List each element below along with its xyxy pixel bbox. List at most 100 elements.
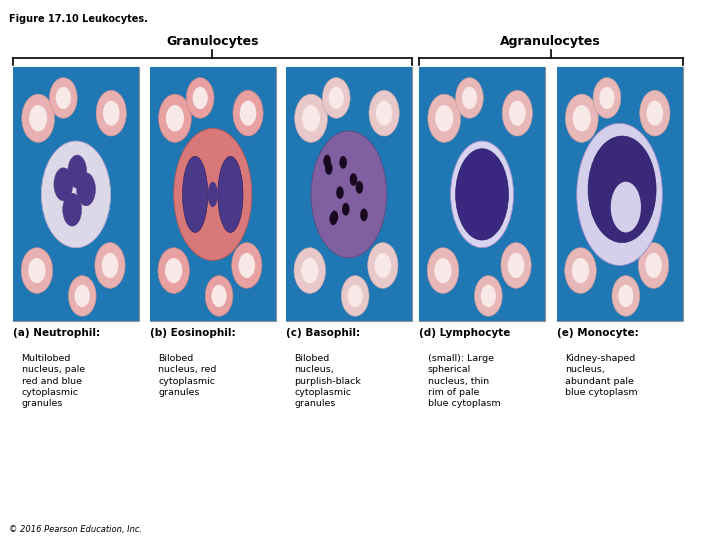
Ellipse shape — [599, 87, 615, 109]
Ellipse shape — [302, 105, 320, 132]
Ellipse shape — [376, 100, 392, 126]
Ellipse shape — [336, 186, 343, 199]
Ellipse shape — [232, 242, 262, 288]
Ellipse shape — [50, 78, 77, 118]
Ellipse shape — [68, 155, 86, 188]
Ellipse shape — [339, 156, 347, 168]
Ellipse shape — [174, 129, 252, 260]
Ellipse shape — [328, 87, 344, 109]
Ellipse shape — [212, 285, 227, 307]
Bar — [286, 68, 412, 321]
Ellipse shape — [55, 87, 71, 109]
Ellipse shape — [647, 100, 663, 126]
Ellipse shape — [158, 94, 192, 143]
Ellipse shape — [63, 193, 81, 226]
Bar — [419, 68, 545, 321]
Ellipse shape — [96, 90, 127, 136]
Ellipse shape — [95, 242, 125, 288]
Ellipse shape — [427, 248, 459, 293]
Bar — [150, 68, 276, 321]
Ellipse shape — [501, 242, 531, 288]
Ellipse shape — [611, 181, 641, 232]
Ellipse shape — [369, 90, 400, 136]
Text: © 2016 Pearson Education, Inc.: © 2016 Pearson Education, Inc. — [9, 524, 142, 534]
Text: Bilobed
nucleus,
purplish-black
cytoplasmic
granules: Bilobed nucleus, purplish-black cytoplas… — [294, 354, 361, 408]
Bar — [286, 68, 412, 321]
Ellipse shape — [323, 78, 350, 118]
Ellipse shape — [462, 87, 477, 109]
Ellipse shape — [456, 78, 483, 118]
Text: (d) Lymphocyte: (d) Lymphocyte — [419, 328, 510, 338]
Text: (b) Eosinophil:: (b) Eosinophil: — [150, 328, 235, 338]
Ellipse shape — [341, 275, 369, 316]
Bar — [13, 68, 139, 321]
Text: Figure 17.10 Leukocytes.: Figure 17.10 Leukocytes. — [9, 14, 148, 24]
Text: Granulocytes: Granulocytes — [166, 35, 258, 48]
Ellipse shape — [166, 105, 184, 132]
Ellipse shape — [54, 168, 73, 201]
Bar — [557, 68, 683, 321]
Ellipse shape — [75, 285, 90, 307]
Ellipse shape — [158, 248, 189, 293]
Ellipse shape — [350, 173, 357, 186]
Ellipse shape — [360, 208, 368, 221]
Text: (c) Basophil:: (c) Basophil: — [286, 328, 360, 338]
Ellipse shape — [434, 258, 451, 283]
Bar — [150, 68, 276, 321]
Ellipse shape — [330, 213, 337, 225]
Ellipse shape — [565, 94, 598, 143]
Ellipse shape — [76, 173, 96, 206]
Bar — [419, 68, 545, 321]
Ellipse shape — [456, 148, 508, 240]
Text: (small): Large
spherical
nucleus, thin
rim of pale
blue cytoplasm: (small): Large spherical nucleus, thin r… — [428, 354, 500, 408]
Ellipse shape — [21, 248, 53, 293]
Ellipse shape — [192, 87, 208, 109]
Text: Agranulocytes: Agranulocytes — [500, 35, 601, 48]
Ellipse shape — [348, 285, 363, 307]
Ellipse shape — [577, 123, 662, 266]
Ellipse shape — [640, 90, 670, 136]
Text: (a) Neutrophil:: (a) Neutrophil: — [13, 328, 100, 338]
Ellipse shape — [342, 203, 349, 215]
Ellipse shape — [41, 141, 111, 248]
Ellipse shape — [593, 78, 621, 118]
Ellipse shape — [22, 94, 55, 143]
Ellipse shape — [645, 253, 662, 278]
Ellipse shape — [28, 258, 45, 283]
Ellipse shape — [218, 156, 243, 232]
Text: Multilobed
nucleus, pale
red and blue
cytoplasmic
granules: Multilobed nucleus, pale red and blue cy… — [22, 354, 85, 408]
Ellipse shape — [503, 90, 533, 136]
Ellipse shape — [435, 105, 454, 132]
Ellipse shape — [481, 285, 496, 307]
Ellipse shape — [323, 154, 331, 167]
Text: Kidney-shaped
nucleus,
abundant pale
blue cytoplasm: Kidney-shaped nucleus, abundant pale blu… — [565, 354, 638, 397]
Ellipse shape — [564, 248, 596, 293]
Ellipse shape — [240, 100, 256, 126]
Ellipse shape — [311, 131, 387, 258]
Ellipse shape — [301, 258, 318, 283]
Ellipse shape — [183, 156, 207, 232]
Ellipse shape — [639, 242, 669, 288]
Ellipse shape — [612, 275, 640, 316]
Bar — [557, 68, 683, 321]
Ellipse shape — [428, 94, 461, 143]
Ellipse shape — [474, 275, 503, 316]
Ellipse shape — [508, 253, 524, 278]
Ellipse shape — [165, 258, 182, 283]
Ellipse shape — [374, 253, 391, 278]
Ellipse shape — [233, 90, 264, 136]
Ellipse shape — [572, 258, 589, 283]
Ellipse shape — [294, 248, 325, 293]
Ellipse shape — [325, 162, 333, 175]
Ellipse shape — [186, 78, 214, 118]
Ellipse shape — [588, 136, 656, 242]
Text: (e) Monocyte:: (e) Monocyte: — [557, 328, 639, 338]
Ellipse shape — [208, 181, 217, 207]
Ellipse shape — [509, 100, 526, 126]
Ellipse shape — [103, 100, 120, 126]
Ellipse shape — [451, 141, 513, 248]
Ellipse shape — [102, 253, 118, 278]
Ellipse shape — [68, 275, 96, 316]
Ellipse shape — [356, 181, 363, 194]
Text: Bilobed
nucleus, red
cytoplasmic
granules: Bilobed nucleus, red cytoplasmic granule… — [158, 354, 217, 397]
